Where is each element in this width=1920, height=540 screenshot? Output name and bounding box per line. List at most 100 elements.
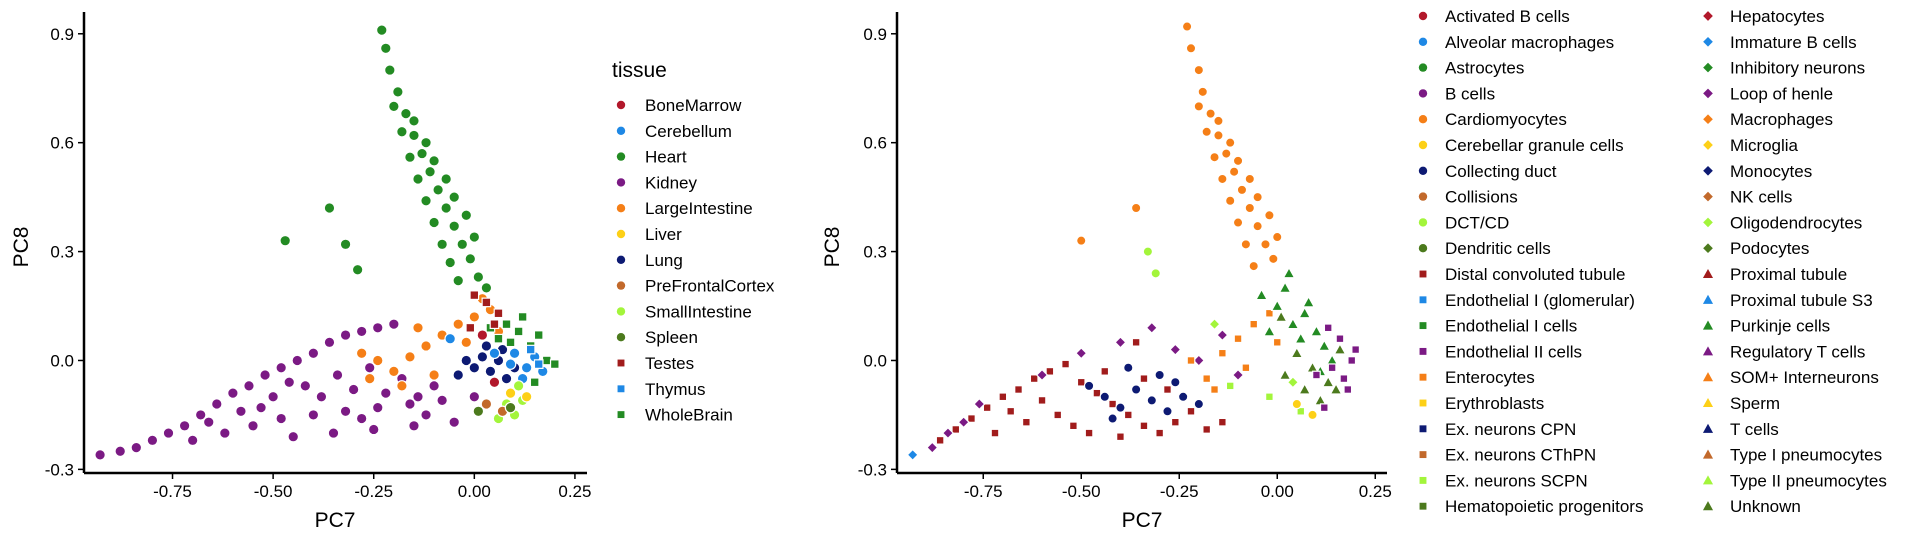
chart-1-point-heart-3	[392, 86, 404, 98]
chart-1-point-heart-16	[396, 125, 408, 138]
chart-1-point-kidney-18	[388, 318, 400, 330]
chart-1-point-kidney-45	[412, 390, 424, 403]
chart-1-point-testes-2	[493, 308, 504, 319]
chart-2-point-cardiomyocytes-23	[1232, 155, 1244, 167]
chart-2-point-collecting-duct-8	[1154, 369, 1165, 381]
chart-1-point-kidney-10	[259, 369, 271, 381]
chart-2-point-unknown-6	[1329, 382, 1343, 395]
chart-2-legend-label: NK cells	[1730, 188, 1792, 207]
chart-1-point-heart-8	[432, 184, 444, 196]
chart-1-point-largeintestine-3	[404, 351, 416, 363]
chart-2-point-distal-convoluted-tubule-24	[1139, 374, 1149, 383]
chart-1-point-kidney-7	[210, 398, 223, 410]
chart-2-point-enterocytes-3	[1233, 334, 1243, 344]
chart-1-point-largeintestine-13	[363, 372, 376, 385]
chart-2-legend-key-type-i-pneumocytes	[1702, 449, 1714, 459]
chart-2-legend-label: SOM+ Interneurons	[1730, 368, 1879, 387]
chart-2-point-distal-convoluted-tubule-2	[967, 414, 976, 423]
chart-1-point-heart-15	[388, 100, 400, 113]
chart-1-legend-label: WholeBrain	[645, 406, 733, 425]
chart-2-legend-label: Collecting duct	[1445, 162, 1557, 181]
chart-2-point-cardiomyocytes-18	[1232, 217, 1244, 228]
chart-1-point-kidney-49	[420, 409, 432, 421]
chart-2-legend-key-hepatocytes	[1703, 11, 1713, 21]
chart-1-legend-key-smallintestine	[616, 307, 626, 316]
chart-2-point-distal-convoluted-tubule-20	[1021, 417, 1031, 427]
chart-2-legend-label: Proximal tubule S3	[1730, 291, 1873, 310]
chart-2-point-immature-b-cells-0	[906, 448, 919, 461]
chart-2-legend-key-ex-neurons-cthpn	[1419, 451, 1427, 459]
chart-2-y-tick-label: 0.6	[863, 134, 887, 153]
chart-1-point-heart-22	[444, 256, 456, 269]
chart-2-legend-label: Astrocytes	[1445, 59, 1524, 78]
chart-2-point-distal-convoluted-tubule-6	[1029, 374, 1039, 383]
chart-1-point-heart-19	[420, 194, 432, 207]
chart-2-legend-key-type-ii-pneumocytes	[1702, 475, 1714, 485]
chart-2-legend-label: Oligodendrocytes	[1730, 213, 1862, 232]
chart-1-point-cerebellum-6	[444, 332, 456, 345]
chart-2-x-axis-title: PC7	[1122, 509, 1163, 532]
chart-2-point-endothelial-ii-cells-7	[1343, 385, 1353, 394]
chart-1-point-kidney-40	[448, 416, 461, 428]
chart-1-y-tick-label: 0.3	[50, 243, 74, 262]
chart-2-point-cardiomyocytes-2	[1193, 64, 1205, 76]
chart-1-point-heart-32	[323, 202, 336, 214]
chart-1-legend-key-lung	[616, 255, 626, 264]
chart-1-point-testes-0	[469, 290, 480, 300]
chart-2-legend-label: T cells	[1730, 420, 1779, 439]
chart-2-point-endothelial-ii-cells-3	[1347, 356, 1357, 365]
chart-2-legend-label: Inhibitory neurons	[1730, 59, 1865, 78]
chart-1-point-heart-10	[448, 220, 461, 232]
chart-1-point-largeintestine-4	[420, 340, 432, 352]
chart-1-point-kidney-36	[287, 430, 300, 443]
chart-2-point-distal-convoluted-tubule-23	[1116, 432, 1125, 442]
chart-2-legend-key-erythroblasts	[1419, 399, 1427, 407]
chart-1-x-ticks: -0.75 -0.50 -0.25 0.00 0.25	[153, 473, 591, 501]
chart-2-point-collecting-duct-9	[1123, 362, 1134, 373]
chart-1-point-prefrontalcortex-1	[480, 398, 493, 410]
chart-2-point-cardiomyocytes-21	[1213, 115, 1224, 127]
chart-1-point-cerebellum-0	[508, 347, 521, 360]
chart-1-point-kidney-39	[408, 420, 420, 432]
chart-2-legend-label: Macrophages	[1730, 110, 1833, 129]
chart-2-y-tick-label: 0.9	[863, 25, 887, 44]
chart-1-point-kidney-46	[255, 401, 267, 414]
chart-1-y-tick-label: -0.3	[45, 460, 74, 479]
chart-2-legend-label: Hematopoietic progenitors	[1445, 497, 1643, 516]
chart-1-point-heart-7	[424, 165, 436, 178]
chart-1-point-wholebrain-0	[493, 333, 504, 344]
chart-1-point-wholebrain-7	[541, 355, 552, 366]
chart-2-point-endothelial-ii-cells-8	[1319, 403, 1329, 413]
chart-1-point-kidney-4	[162, 427, 175, 439]
chart-2-legend-label: Endothelial I cells	[1445, 317, 1577, 336]
chart-2-point-cardiomyocytes-6	[1221, 148, 1232, 159]
chart-1-legend-label: PreFrontalCortex	[645, 277, 775, 296]
chart-1-legend-key-cerebellum	[616, 126, 626, 135]
chart-1-point-lung-1	[468, 361, 481, 374]
chart-1-point-kidney-14	[323, 336, 336, 349]
chart-1-point-kidney-28	[468, 390, 481, 403]
chart-2-point-cardiomyocytes-25	[1252, 191, 1263, 203]
chart-2-legend-key-enterocytes	[1419, 373, 1427, 381]
chart-2-legend-key-inhibitory-neurons	[1703, 62, 1713, 73]
chart-2-point-cardiomyocytes-26	[1264, 210, 1275, 221]
chart-2-legend-key-endothelial-i-glomerular	[1419, 296, 1427, 304]
chart-1-point-largeintestine-9	[396, 380, 408, 392]
chart-2-legend-label: Collisions	[1445, 188, 1518, 207]
chart-1-point-wholebrain-1	[505, 337, 516, 348]
chart-1-point-testes-4	[489, 319, 500, 330]
chart-1-point-kidney-48	[355, 412, 368, 425]
chart-2-legend-key-microglia	[1703, 140, 1713, 150]
chart-1-point-largeintestine-7	[468, 311, 481, 323]
chart-1-point-spleen-0	[504, 401, 517, 414]
chart-1-y-tick-label: 0.9	[50, 25, 74, 44]
chart-2-legend-key-collisions	[1418, 192, 1428, 201]
chart-2-legend-key-t-cells	[1702, 423, 1714, 433]
chart-1-point-testes-1	[481, 297, 492, 308]
chart-1-point-cerebellum-5	[504, 358, 517, 370]
chart-2-x-tick-label: 0.25	[1359, 482, 1392, 501]
chart-2-point-cardiomyocytes-24	[1244, 173, 1256, 185]
chart-1-point-heart-14	[480, 282, 493, 294]
chart-2-legend-key-alveolar-macrophages	[1418, 37, 1428, 46]
chart-2-point-distal-convoluted-tubule-25	[1163, 385, 1172, 394]
